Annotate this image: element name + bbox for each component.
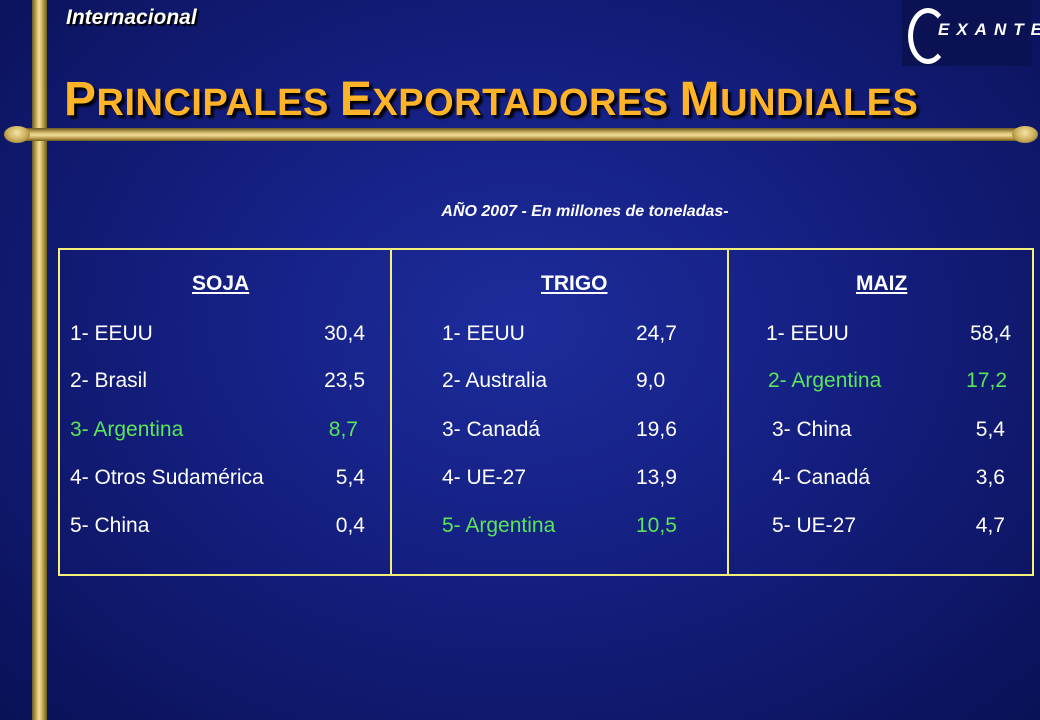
title-word-2: EXPORTADORES [339, 73, 669, 126]
title-word-1: PRINCIPALES [64, 73, 329, 126]
country-name: 3- Argentina [70, 418, 184, 441]
column-heading: SOJA [192, 272, 250, 295]
country-name: 4- Canadá [772, 466, 871, 489]
country-name: 2- Brasil [70, 369, 148, 392]
export-value: 58,4 [970, 322, 1011, 345]
exante-logo: EXANTE [902, 0, 1040, 66]
gold-vertical-bar [32, 0, 47, 720]
country-name: 2- Australia [442, 369, 548, 392]
country-name: 4- Otros Sudamérica [70, 466, 264, 489]
table-subtitle: AÑO 2007 - En millones de toneladas- [441, 203, 729, 220]
exporters-table [58, 248, 1034, 576]
country-name: 1- EEUU [70, 322, 153, 345]
country-name: 1- EEUU [766, 322, 849, 345]
export-value: 23,5 [324, 369, 365, 392]
page-title: PRINCIPALES EXPORTADORES MUNDIALES [64, 72, 918, 127]
country-name: 3- Canadá [442, 418, 541, 441]
country-name: 5- Argentina [442, 514, 556, 537]
column-divider-1 [390, 248, 392, 576]
export-value: 13,9 [636, 466, 677, 489]
export-value: 30,4 [324, 322, 365, 345]
logo-text: EXANTE [938, 20, 1040, 39]
column-heading: TRIGO [541, 272, 608, 295]
export-value: 5,4 [975, 418, 1005, 441]
export-value: 4,7 [975, 514, 1005, 537]
export-value: 24,7 [636, 322, 677, 345]
export-value: 3,6 [975, 466, 1005, 489]
export-value: 8,7 [328, 418, 358, 441]
export-value: 5,4 [335, 466, 365, 489]
export-value: 10,5 [636, 514, 677, 537]
logo-ring-icon [908, 8, 948, 64]
country-name: 1- EEUU [442, 322, 525, 345]
export-value: 9,0 [636, 369, 666, 392]
gold-horizontal-bar [6, 128, 1036, 141]
export-value: 17,2 [966, 369, 1007, 392]
export-value: 0,4 [335, 514, 365, 537]
bar-knob-left [4, 126, 30, 143]
bar-knob-right [1012, 126, 1038, 143]
country-name: 2- Argentina [768, 369, 882, 392]
title-word-3: MUNDIALES [679, 73, 919, 126]
country-name: 5- UE-27 [772, 514, 857, 537]
export-value: 19,6 [636, 418, 677, 441]
column-divider-2 [727, 248, 729, 576]
column-heading: MAIZ [856, 272, 908, 295]
section-label: Internacional [66, 6, 197, 29]
country-name: 3- China [772, 418, 852, 441]
country-name: 4- UE-27 [442, 466, 527, 489]
country-name: 5- China [70, 514, 150, 537]
